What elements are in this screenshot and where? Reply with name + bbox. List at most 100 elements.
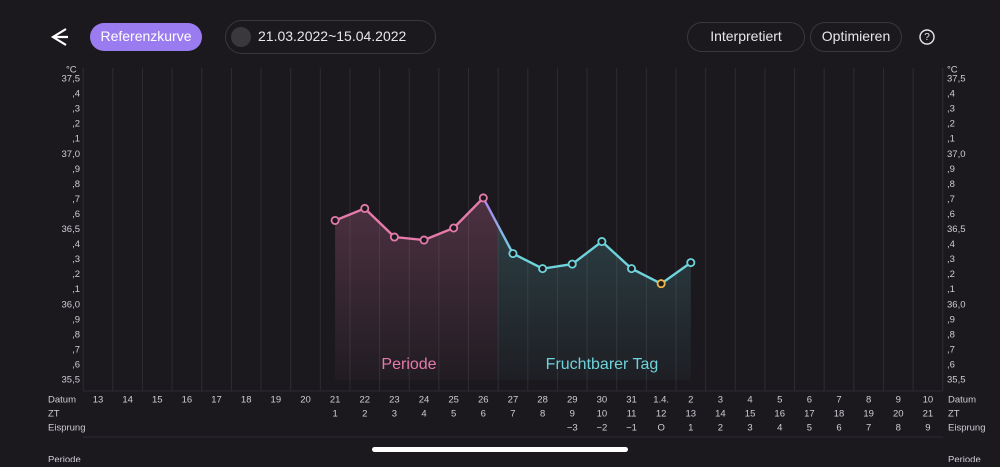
y-tick-label: ,8	[947, 179, 955, 190]
y-tick-label: 36,0	[947, 299, 966, 310]
tab-pill[interactable]	[90, 23, 202, 51]
zt-label: 3	[392, 409, 397, 420]
y-tick-label: ,9	[947, 164, 955, 175]
zt-label: 10	[597, 409, 608, 420]
date-label: 18	[241, 395, 252, 406]
date-label: 16	[182, 395, 193, 406]
date-label: 5	[777, 395, 782, 406]
ovulation-label: 6	[836, 423, 841, 434]
date-label: 13	[93, 395, 104, 406]
y-tick-label: ,7	[72, 344, 80, 355]
date-icon	[231, 27, 251, 47]
y-tick-label: ,6	[72, 359, 80, 370]
back-button[interactable]	[50, 28, 68, 46]
zt-label: 9	[570, 409, 575, 420]
point	[538, 264, 548, 274]
y-tick-label: ,3	[72, 254, 80, 265]
row-label: Datum	[948, 395, 976, 406]
y-tick-label: 35,5	[947, 375, 966, 386]
y-tick-label: ,4	[72, 239, 80, 250]
zt-label: 14	[715, 409, 726, 420]
point	[627, 264, 637, 274]
y-tick-label: ,4	[947, 89, 955, 100]
row-label: Eisprung	[48, 423, 86, 434]
row-label: Periode	[48, 455, 81, 462]
date-label: 9	[896, 395, 901, 406]
point	[330, 215, 340, 225]
area	[335, 197, 499, 380]
y-tick-label: ,9	[947, 314, 955, 325]
ovulation-label: O	[657, 423, 664, 434]
point	[389, 232, 399, 242]
ovulation-label: 3	[747, 423, 752, 434]
y-tick-label: ,7	[947, 344, 955, 355]
date-label: 30	[597, 395, 608, 406]
ovulation-label: 8	[896, 423, 901, 434]
y-tick-label: ,9	[72, 164, 80, 175]
point	[360, 203, 370, 213]
zt-label: 19	[863, 409, 874, 420]
y-tick-label: ,1	[72, 134, 80, 145]
row-label: ZT	[48, 409, 60, 420]
y-tick-label: 36,5	[947, 224, 966, 235]
date-label: 26	[478, 395, 489, 406]
y-tick-label: 35,5	[62, 375, 81, 386]
y-tick-label: ,2	[72, 119, 80, 130]
phase-label: Fruchtbarer Tag	[546, 356, 659, 373]
point	[419, 235, 429, 245]
ovulation-label: 7	[866, 423, 871, 434]
row-label: Datum	[48, 395, 76, 406]
point	[449, 223, 459, 233]
point	[686, 258, 696, 268]
point	[567, 259, 577, 269]
y-tick-label: ,6	[72, 209, 80, 220]
help-label: ?	[924, 32, 930, 43]
help-button[interactable]	[919, 29, 935, 45]
ovulation-label: 5	[807, 423, 812, 434]
y-tick-label: ,1	[947, 284, 955, 295]
y-tick-label: 36,0	[62, 299, 81, 310]
date-label: 29	[567, 395, 578, 406]
button-label: Interpretiert	[710, 28, 782, 44]
line	[334, 197, 485, 242]
date-label: 28	[537, 395, 548, 406]
zt-label: 12	[656, 409, 667, 420]
point	[478, 193, 488, 203]
row-label: Periode	[948, 455, 981, 462]
date-label: 1.4.	[653, 395, 669, 406]
date-label: 10	[923, 395, 934, 406]
y-tick-label: ,2	[947, 119, 955, 130]
y-tick-label: ,2	[947, 269, 955, 280]
y-tick-label: ,4	[72, 89, 80, 100]
row-label: Eisprung	[948, 423, 986, 434]
button[interactable]	[687, 22, 805, 52]
button[interactable]	[810, 22, 902, 52]
zt-label: 1	[332, 409, 337, 420]
date-label: 8	[866, 395, 871, 406]
zt-label: 6	[481, 409, 486, 420]
y-tick-label: ,3	[947, 104, 955, 115]
date-label: 24	[419, 395, 430, 406]
y-tick-label: 37,0	[947, 149, 966, 160]
phase-connector	[482, 197, 515, 255]
date-pill[interactable]	[225, 20, 436, 54]
y-tick-label: ,6	[947, 359, 955, 370]
date-label: 27	[508, 395, 519, 406]
ovulation-label: −1	[626, 423, 637, 434]
date-label: 23	[389, 395, 400, 406]
date-label: 21	[330, 395, 341, 406]
y-tick-label: ,1	[72, 284, 80, 295]
plot: °C °C 35,5 35,5 ,6 ,6 ,7 ,7 ,8 ,8 ,9 ,9 36,0 36,0 ,1 ,1…	[48, 65, 986, 466]
date-label: 22	[359, 395, 370, 406]
zt-label: 17	[804, 409, 815, 420]
ovulation-label: 4	[777, 423, 782, 434]
point	[508, 249, 518, 259]
zt-label: 8	[540, 409, 545, 420]
y-tick-label: ,3	[947, 254, 955, 265]
point	[656, 279, 666, 289]
zt-label: 4	[421, 409, 426, 420]
date-label: 25	[448, 395, 459, 406]
zt-label: 11	[627, 409, 637, 420]
y-tick-label: ,4	[947, 239, 955, 250]
